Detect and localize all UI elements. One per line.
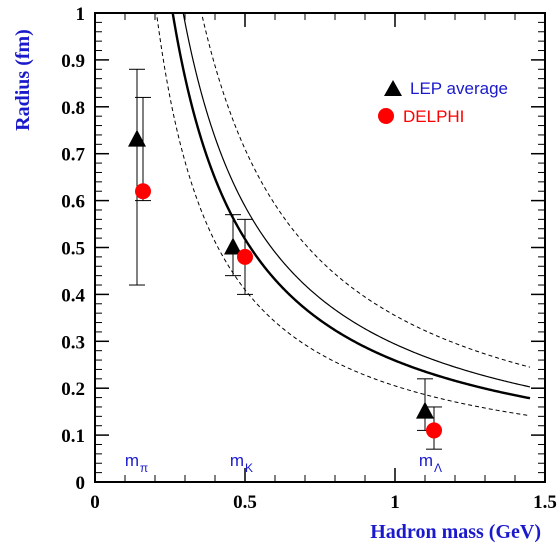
y-tick-label: 0.6 xyxy=(61,192,85,213)
x-axis-title: Hadron mass (GeV) xyxy=(370,521,541,543)
y-tick-label: 0.8 xyxy=(61,98,85,119)
marker-delphi xyxy=(237,248,253,265)
mass-label: m xyxy=(230,451,244,470)
y-tick-label: 0.4 xyxy=(61,285,85,306)
legend-marker-lep-average xyxy=(384,80,402,96)
mass-label-subscript: Λ xyxy=(434,461,442,475)
x-tick-label: 1.5 xyxy=(533,492,557,513)
x-tick-label: 1 xyxy=(390,492,400,513)
curve-dashed-lower xyxy=(156,13,531,417)
x-tick-label: 0 xyxy=(90,492,100,513)
marker-delphi xyxy=(135,183,151,200)
marker-lep-average xyxy=(224,237,242,255)
mass-label: m xyxy=(125,451,139,470)
theory-curves xyxy=(156,13,531,417)
legend-label-delphi: DELPHI xyxy=(403,107,464,126)
y-axis-title: Radius (fm) xyxy=(12,29,34,131)
y-tick-label: 0.5 xyxy=(61,239,85,260)
curve-solid-thick xyxy=(171,13,531,400)
y-tick-label: 0 xyxy=(76,473,86,494)
y-tick-label: 0.1 xyxy=(61,426,85,447)
marker-lep-average xyxy=(416,401,434,419)
y-tick-label: 0.7 xyxy=(61,145,85,166)
legend: LEP average DELPHI xyxy=(378,79,508,126)
axis-ticks: 0 0.5 1 1.5 0 0.1 0.2 0.3 0.4 0.5 0.6 0.7 0.8 0.9 1 xyxy=(61,4,557,513)
legend-marker-delphi xyxy=(378,108,394,124)
legend-label-lep-average: LEP average xyxy=(410,79,508,98)
mass-label-subscript: K xyxy=(245,461,253,475)
data-points xyxy=(128,68,442,450)
y-tick-label: 1 xyxy=(76,4,86,25)
marker-lep-average xyxy=(128,129,146,147)
x-tick-label: 0.5 xyxy=(233,492,257,513)
curve-dashed-upper xyxy=(200,13,531,368)
y-tick-label: 0.9 xyxy=(61,51,85,72)
mass-label-subscript: π xyxy=(140,461,148,475)
y-tick-label: 0.2 xyxy=(61,379,85,400)
mass-label: m xyxy=(419,451,433,470)
marker-delphi xyxy=(426,422,442,439)
y-tick-label: 0.3 xyxy=(61,332,85,353)
curve-solid-thin xyxy=(182,13,531,388)
